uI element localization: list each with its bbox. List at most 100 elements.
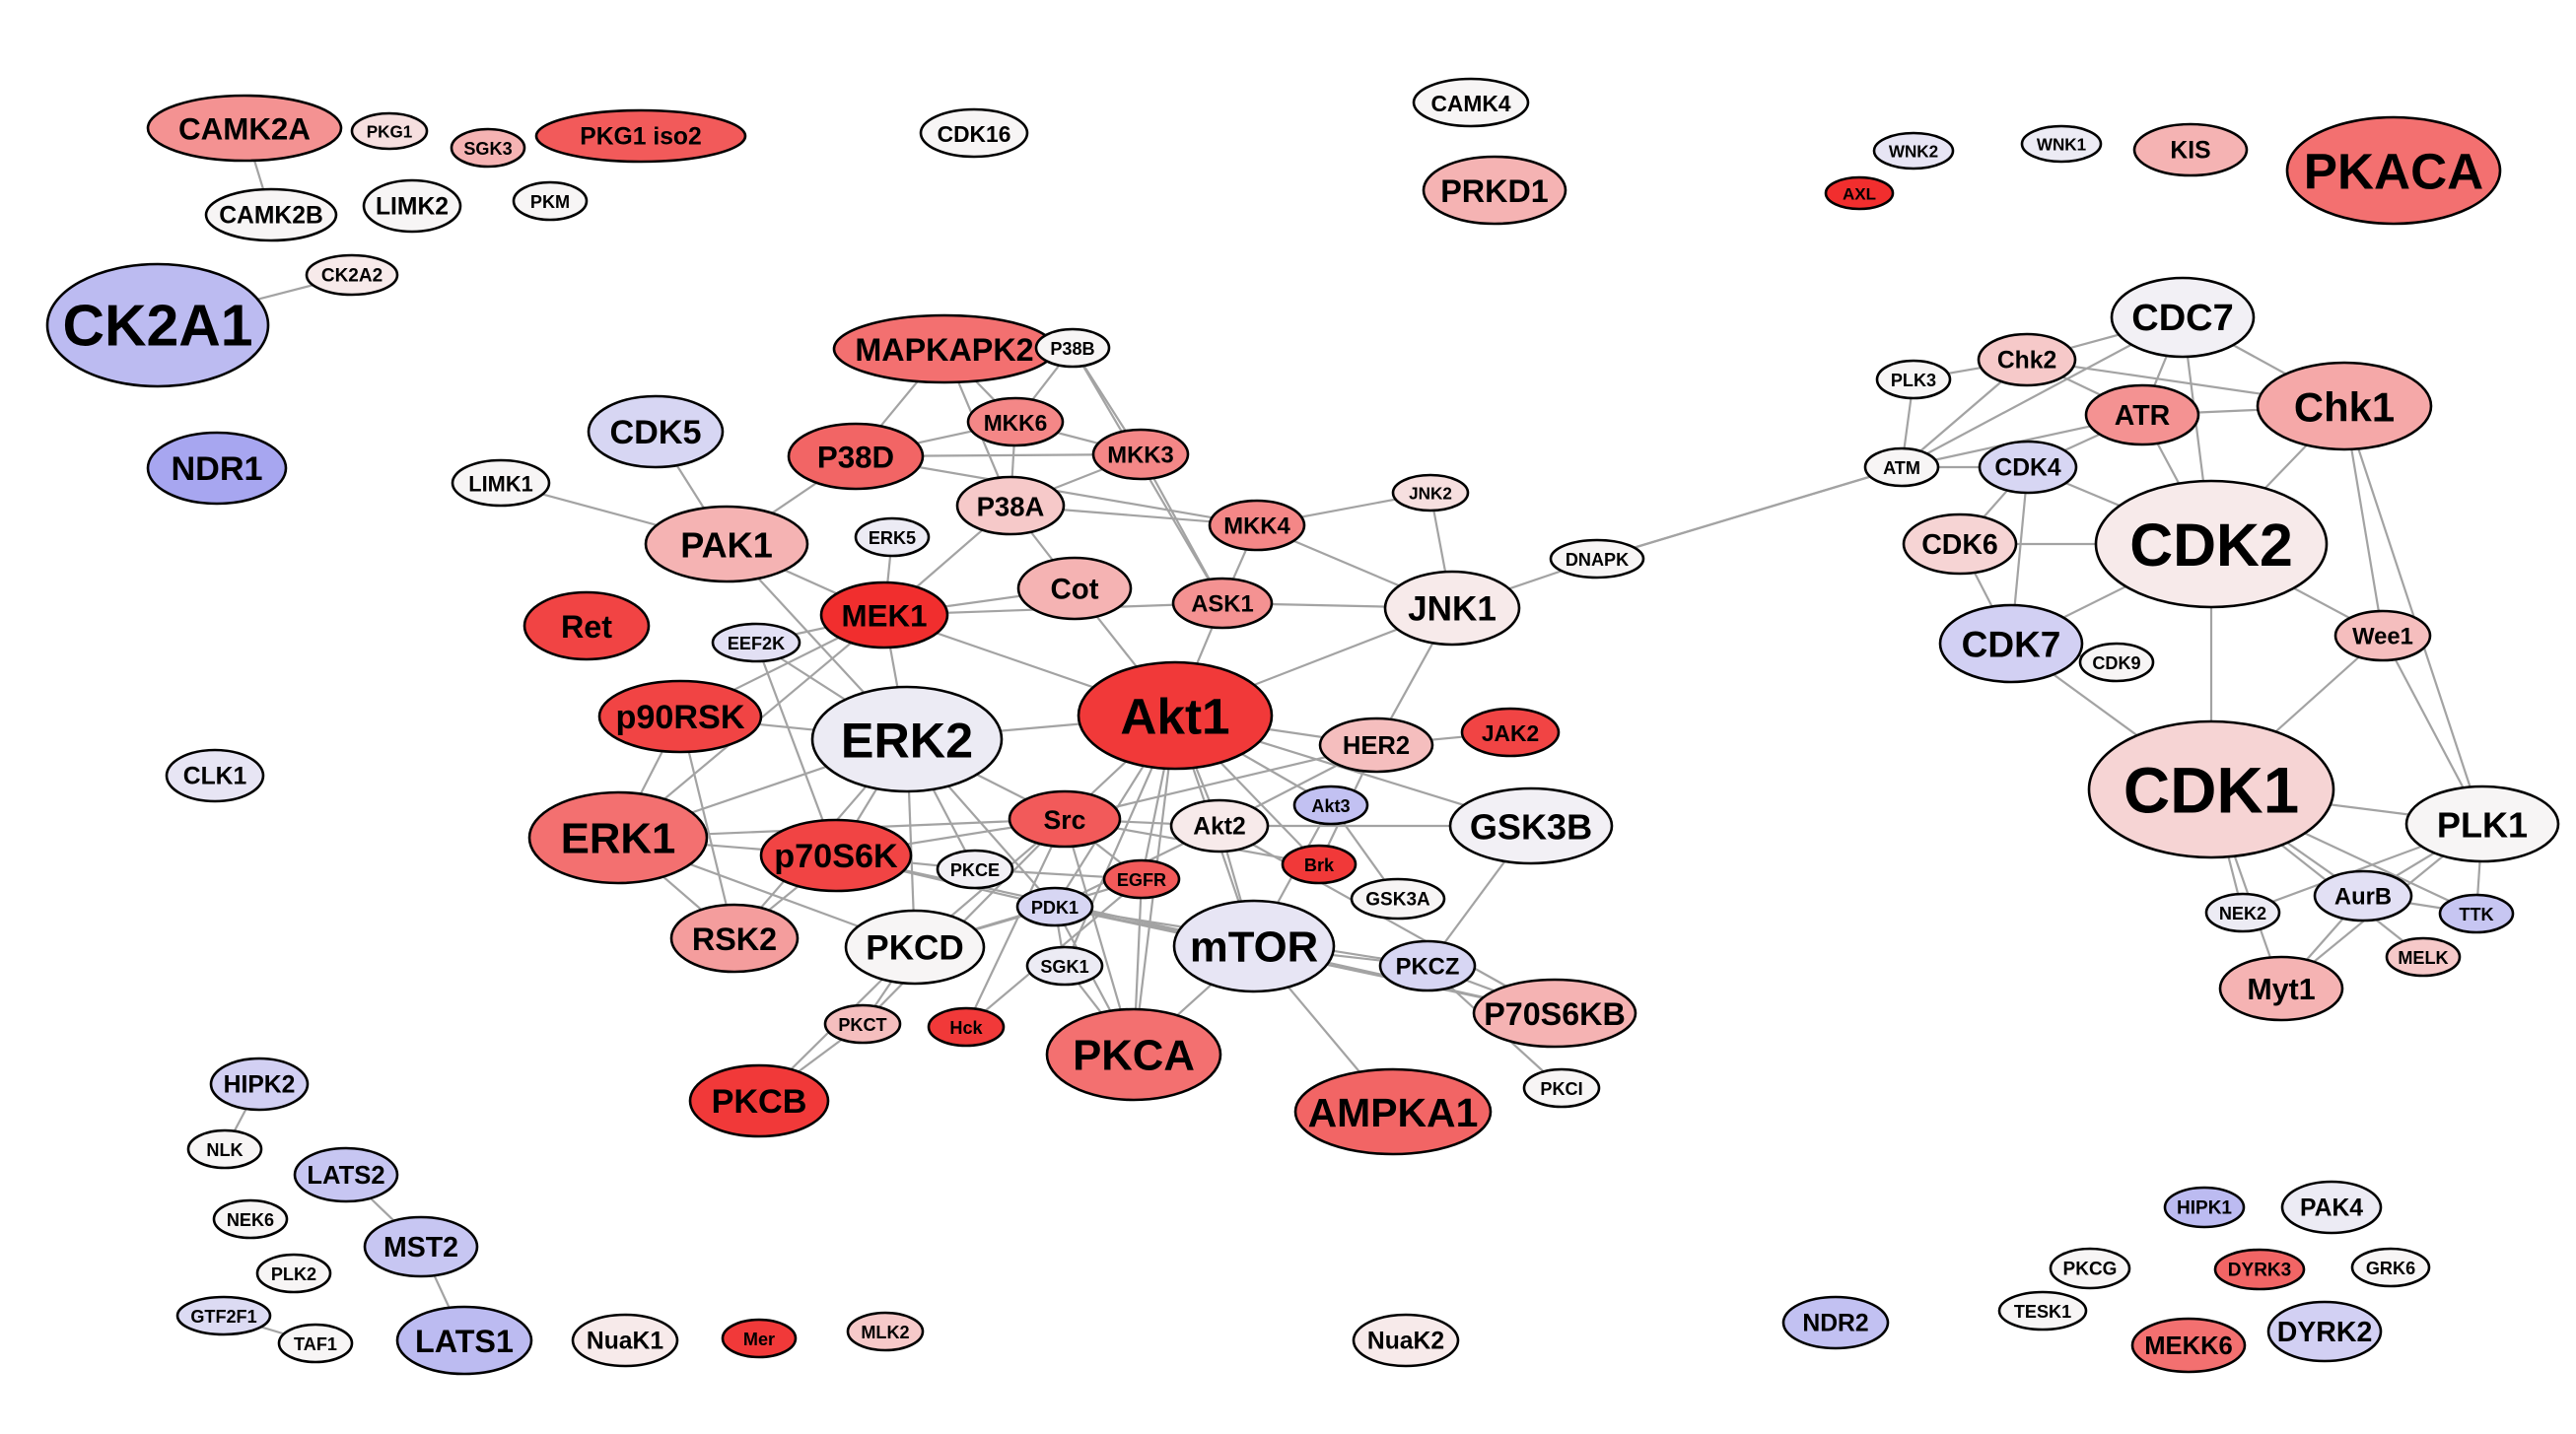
node-pkaca: PKACA <box>2285 115 2502 226</box>
node-pkcd: PKCD <box>844 909 986 986</box>
node-shape-erk1 <box>527 790 709 885</box>
node-label-cdk4: CDK4 <box>1994 455 2060 482</box>
node-shape-wnk2 <box>1872 131 1955 171</box>
node-akt3: Akt3 <box>1292 785 1369 826</box>
node-shape-mer <box>721 1318 798 1359</box>
node-shape-cdk9 <box>2078 642 2155 683</box>
node-label-nek2: NEK2 <box>2219 904 2266 923</box>
node-shape-cdc7 <box>2110 276 2256 359</box>
node-shape-plk3 <box>1875 359 1952 400</box>
node-cdk1: CDK1 <box>2087 719 2335 859</box>
node-jnk2: JNK2 <box>1391 473 1470 512</box>
node-shape-p38a <box>955 475 1066 536</box>
node-pkcg: PKCG <box>2049 1247 2131 1290</box>
node-shape-pkcz <box>1378 939 1477 992</box>
node-label-cdk6: CDK6 <box>1921 529 1998 561</box>
node-label-atm: ATM <box>1883 458 1920 478</box>
edge-dnapk-atm <box>1596 465 1903 561</box>
node-nek2: NEK2 <box>2204 892 2281 933</box>
node-label-dyrk2: DYRK2 <box>2277 1317 2373 1348</box>
node-label-cdk9: CDK9 <box>2092 653 2140 673</box>
node-shape-mkk6 <box>966 396 1065 447</box>
node-ck2a1: CK2A1 <box>45 262 270 388</box>
node-myt1: Myt1 <box>2218 955 2344 1022</box>
node-label-mlk2: MLK2 <box>861 1323 909 1342</box>
node-label-sgk1: SGK1 <box>1040 957 1088 977</box>
node-ttk: TTK <box>2438 893 2515 934</box>
node-label-jnk2: JNK2 <box>1409 485 1452 504</box>
node-label-egfr: EGFR <box>1117 870 1166 890</box>
node-p90rsk: p90RSK <box>597 679 763 754</box>
node-shape-nuak2 <box>1352 1313 1460 1368</box>
node-label-rsk2: RSK2 <box>692 922 777 957</box>
node-cdk7: CDK7 <box>1938 603 2084 684</box>
node-shape-kis <box>2132 122 2249 177</box>
node-label-mst2: MST2 <box>383 1232 458 1263</box>
node-gsk3b: GSK3B <box>1448 786 1614 865</box>
node-lats1: LATS1 <box>395 1305 533 1376</box>
node-wee1: Wee1 <box>2333 609 2432 662</box>
node-mst2: MST2 <box>363 1215 479 1278</box>
node-shape-pak1 <box>644 505 809 583</box>
node-dyrk2: DYRK2 <box>2266 1300 2383 1363</box>
node-gtf2f1: GTF2F1 <box>175 1295 272 1336</box>
node-pkci: PKCI <box>1522 1067 1601 1109</box>
node-cdk9: CDK9 <box>2078 642 2155 683</box>
node-shape-mekk6 <box>2130 1317 2247 1374</box>
node-gsk3a: GSK3A <box>1350 877 1446 921</box>
node-p70s6kb: P70S6KB <box>1472 978 1637 1049</box>
node-clk1: CLK1 <box>165 748 265 803</box>
node-label-mekk6: MEKK6 <box>2144 1332 2233 1360</box>
edge-akt2-p70s6kb <box>1218 825 1556 1014</box>
node-her2: HER2 <box>1318 717 1434 774</box>
node-shape-ttk <box>2438 893 2515 934</box>
node-shape-gtf2f1 <box>175 1295 272 1336</box>
node-limk2: LIMK2 <box>362 178 462 234</box>
node-label-p38b: P38B <box>1050 339 1094 359</box>
node-shape-gsk3b <box>1448 786 1614 865</box>
node-shape-atr <box>2084 383 2200 446</box>
node-label-ttk: TTK <box>2459 905 2493 924</box>
node-shape-aurb <box>2313 869 2413 922</box>
node-shape-wee1 <box>2333 609 2432 662</box>
node-label-p70s6k: p70S6K <box>774 838 898 875</box>
node-label-mkk3: MKK3 <box>1107 443 1173 469</box>
node-shape-dyrk2 <box>2266 1300 2383 1363</box>
node-label-erk1: ERK1 <box>561 815 676 863</box>
node-plk3: PLK3 <box>1875 359 1952 400</box>
node-erk5: ERK5 <box>854 516 931 558</box>
node-label-pkcb: PKCB <box>712 1083 807 1121</box>
node-shape-limk1 <box>451 458 551 508</box>
node-shape-atm <box>1863 446 1940 488</box>
node-label-ck2a2: CK2A2 <box>321 266 383 287</box>
node-shape-sgk3 <box>450 127 526 169</box>
node-shape-p38d <box>787 422 925 491</box>
node-akt2: Akt2 <box>1169 798 1270 854</box>
node-label-ask1: ASK1 <box>1191 591 1253 618</box>
node-label-jak2: JAK2 <box>1482 720 1539 746</box>
node-label-hipk1: HIPK1 <box>2177 1198 2232 1219</box>
node-shape-pkg1iso2 <box>534 108 747 164</box>
node-label-jnk1: JNK1 <box>1408 590 1497 629</box>
node-shape-mkk4 <box>1208 499 1306 552</box>
node-ask1: ASK1 <box>1171 577 1274 630</box>
node-pak4: PAK4 <box>2280 1180 2383 1235</box>
node-label-nuak2: NuaK2 <box>1367 1329 1444 1355</box>
node-label-erk2: ERK2 <box>841 713 973 769</box>
node-label-cdc7: CDC7 <box>2131 298 2233 339</box>
node-label-atr: ATR <box>2115 400 2170 432</box>
node-hck: Hck <box>927 1006 1006 1048</box>
node-shape-mek1 <box>819 580 949 649</box>
node-pdk1: PDK1 <box>1015 886 1094 927</box>
node-chk1: Chk1 <box>2256 361 2433 451</box>
node-label-p90rsk: p90RSK <box>615 699 744 736</box>
node-shape-gsk3a <box>1350 877 1446 921</box>
node-shape-jnk2 <box>1391 473 1470 512</box>
node-label-pak1: PAK1 <box>680 525 773 566</box>
node-nlk: NLK <box>186 1128 263 1170</box>
node-label-brk: Brk <box>1304 855 1335 875</box>
node-label-limk1: LIMK1 <box>468 472 532 497</box>
node-shape-plk2 <box>255 1253 332 1294</box>
node-ampka1: AMPKA1 <box>1293 1067 1493 1156</box>
node-label-akt3: Akt3 <box>1311 796 1350 816</box>
